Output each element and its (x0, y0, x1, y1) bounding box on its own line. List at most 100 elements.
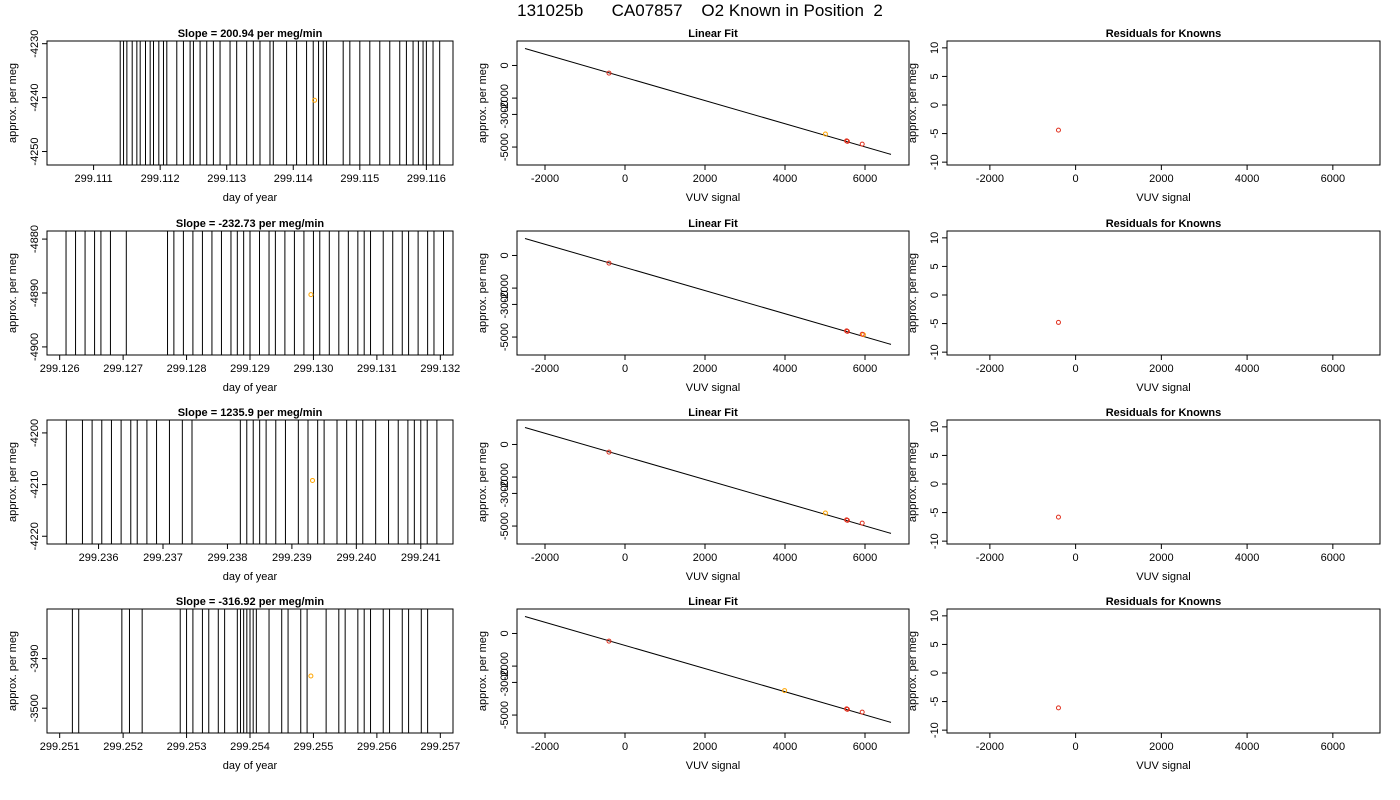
x-tick-label: 299.252 (103, 741, 143, 753)
plot-frame (46, 40, 454, 166)
x-tick-label: -2000 (976, 741, 1004, 753)
flagged-point (308, 673, 314, 679)
x-tick-label: 6000 (853, 552, 877, 564)
x-tick-label: 299.112 (141, 173, 180, 185)
chart-panel-5: Linear Fit-2000 0 2000 4000 6000-5000-3000-2… (477, 218, 910, 394)
chart-title: Linear Fit (688, 407, 738, 419)
known-point (844, 517, 850, 523)
x-axis-label: VUV signal (1136, 382, 1190, 394)
y-axis-label: approx. per meg (907, 442, 919, 522)
known-point (1055, 705, 1061, 711)
flagged-point (822, 131, 828, 137)
chart-panel-4: Slope = -232.73 per meg/min 299.126 299.12… (7, 218, 460, 394)
y-tick-label: -10 (929, 722, 941, 738)
x-tick-label: 4000 (1235, 552, 1259, 564)
y-tick-label: -3500 (29, 694, 41, 722)
x-tick-label: 299.129 (230, 363, 270, 375)
x-tick-label: 0 (622, 741, 628, 753)
known-point (1055, 514, 1061, 520)
x-tick-label: 299.256 (357, 741, 397, 753)
fit-line (524, 427, 892, 534)
chart-panel-1: Slope = 200.94 per meg/min 299.111 299.112… (7, 28, 454, 204)
y-tick-label: -4210 (29, 471, 41, 499)
y-tick-label: 5 (929, 263, 941, 269)
chart-panel-9: Residuals for Knowns -2000 0 2000 4000 6000 -1… (907, 407, 1381, 583)
x-tick-label: 0 (1073, 173, 1079, 185)
x-axis-label: VUV signal (1136, 571, 1190, 583)
chart-panel-8: Linear Fit-2000 0 2000 4000 6000-5000-3000-2… (477, 407, 910, 583)
y-axis-label: approx. per meg (477, 253, 489, 333)
x-tick-label: 299.111 (75, 173, 113, 185)
chart-title: Linear Fit (688, 218, 738, 230)
x-tick-label: 299.236 (79, 552, 119, 564)
x-tick-label: -2000 (976, 552, 1004, 564)
x-tick-label: 6000 (853, 173, 877, 185)
x-tick-label: 6000 (853, 741, 877, 753)
y-tick-label: -5000 (499, 323, 511, 351)
y-tick-label: -2000 (499, 463, 511, 491)
y-tick-label: 0 (499, 441, 511, 447)
y-tick-label: -10 (929, 154, 941, 170)
plot-frame (516, 230, 910, 356)
x-tick-label: 299.254 (230, 741, 270, 753)
x-tick-label: 6000 (1321, 741, 1345, 753)
known-point (606, 638, 612, 644)
y-tick-label: 0 (929, 481, 941, 487)
chart-panel-3: Residuals for Knowns -2000 0 2000 4000 6000 -1… (907, 28, 1381, 204)
y-tick-label: -5 (929, 697, 941, 707)
chart-title: Residuals for Knowns (1106, 28, 1222, 40)
x-axis-label: VUV signal (686, 571, 740, 583)
x-axis-label: day of year (223, 382, 278, 394)
plot-frame (946, 40, 1381, 166)
known-point (844, 328, 850, 334)
x-tick-label: 4000 (1235, 363, 1259, 375)
fit-line (524, 238, 892, 345)
x-axis-label: day of year (223, 192, 278, 204)
flagged-point (822, 510, 828, 516)
plot-frame (946, 230, 1381, 356)
y-tick-label: -4220 (29, 522, 41, 550)
y-tick-label: -10 (929, 533, 941, 549)
y-tick-label: 0 (929, 292, 941, 298)
y-tick-label: -5 (929, 129, 941, 139)
y-tick-label: 10 (929, 232, 941, 244)
chart-title: Linear Fit (688, 28, 738, 40)
x-tick-label: 2000 (1149, 363, 1173, 375)
x-tick-label: 4000 (773, 552, 797, 564)
chart-panel-6: Residuals for Knowns -2000 0 2000 4000 6000 -1… (907, 218, 1381, 394)
y-tick-label: -4880 (29, 225, 41, 253)
chart-title: Slope = 200.94 per meg/min (178, 28, 323, 40)
known-point (606, 260, 612, 266)
x-tick-label: 299.239 (272, 552, 312, 564)
x-tick-label: 4000 (1235, 173, 1259, 185)
x-tick-label: 299.253 (167, 741, 207, 753)
x-tick-label: 299.114 (274, 173, 313, 185)
y-tick-label: -4240 (29, 84, 41, 112)
y-tick-label: -2000 (499, 652, 511, 680)
y-tick-label: -3000 (499, 668, 511, 696)
chart-panel-7: Slope = 1235.9 per meg/min 299.236 299.237… (7, 407, 454, 583)
y-tick-label: 10 (929, 421, 941, 433)
known-point (1055, 319, 1061, 325)
x-tick-label: -2000 (531, 552, 559, 564)
plot-frame (516, 40, 910, 166)
chart-panel-12: Residuals for Knowns -2000 0 2000 4000 6000 -1… (907, 596, 1381, 772)
y-tick-label: 5 (929, 452, 941, 458)
y-tick-label: -5000 (499, 512, 511, 540)
y-tick-label: 5 (929, 73, 941, 79)
flagged-point (308, 292, 314, 298)
x-tick-label: 299.241 (401, 552, 441, 564)
x-tick-label: 6000 (1321, 552, 1345, 564)
flagged-point (782, 688, 788, 694)
y-tick-label: -5 (929, 319, 941, 329)
x-tick-label: 0 (1073, 741, 1079, 753)
x-axis-label: VUV signal (1136, 760, 1190, 772)
x-tick-label: 2000 (693, 363, 717, 375)
x-tick-label: 0 (1073, 552, 1079, 564)
y-axis-label: approx. per meg (7, 253, 19, 333)
y-tick-label: -4200 (29, 419, 41, 447)
y-axis-label: approx. per meg (7, 631, 19, 711)
x-axis-label: VUV signal (686, 382, 740, 394)
known-point (606, 70, 612, 76)
